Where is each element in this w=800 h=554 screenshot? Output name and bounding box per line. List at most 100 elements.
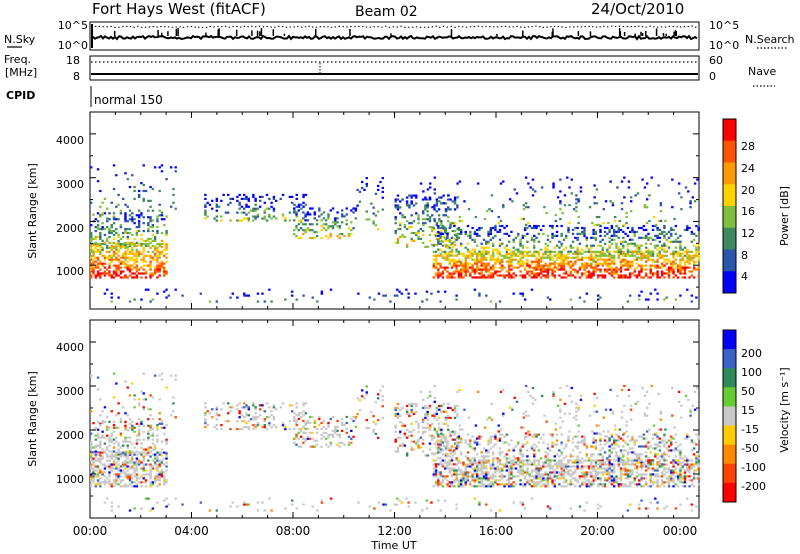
power-cell <box>92 243 95 246</box>
power-cell <box>115 252 118 255</box>
velocity-cell <box>133 426 136 429</box>
velocity-cell <box>151 428 155 431</box>
power-cell <box>92 262 95 265</box>
velocity-cell <box>617 477 620 480</box>
power-cell <box>667 272 671 275</box>
power-cell <box>579 186 583 189</box>
power-cell <box>149 226 152 229</box>
power-cell <box>638 274 641 277</box>
power-cell <box>247 205 250 208</box>
velocity-cell <box>663 485 666 488</box>
power-cell <box>624 258 627 261</box>
power-cell <box>549 250 552 253</box>
velocity-cell <box>590 471 593 474</box>
power-cell <box>158 268 161 271</box>
velocity-cell <box>578 477 582 480</box>
velocity-cell <box>90 485 93 488</box>
velocity-cell <box>683 479 687 482</box>
power-cell <box>633 230 636 234</box>
velocity-cell <box>656 483 659 486</box>
power-colorbar-swatch <box>723 271 736 294</box>
velocity-cell <box>142 469 145 472</box>
velocity-cell <box>437 477 440 480</box>
velocity-cell <box>327 425 330 428</box>
power-cell <box>311 236 314 240</box>
power-cell <box>560 244 563 247</box>
power-cell <box>211 199 214 202</box>
power-cell <box>489 258 493 261</box>
power-cell <box>480 272 483 275</box>
power-cell <box>128 266 132 269</box>
power-cell <box>142 250 145 253</box>
power-cell <box>571 268 575 271</box>
velocity-cell <box>131 477 134 480</box>
velocity-cell <box>644 481 648 484</box>
power-cell <box>428 239 432 243</box>
velocity-cell <box>117 457 120 460</box>
power-cell <box>297 229 300 232</box>
power-cell <box>697 226 700 230</box>
velocity-cell <box>528 479 531 482</box>
power-cell <box>681 272 684 275</box>
power-cell <box>149 216 152 219</box>
velocity-cell <box>528 459 531 462</box>
velocity-cell <box>471 479 474 482</box>
power-cell <box>443 250 447 253</box>
velocity-cell <box>254 412 257 415</box>
power-cell <box>554 219 558 223</box>
velocity-cell <box>533 481 536 484</box>
power-cell <box>247 294 250 297</box>
power-cell <box>444 208 448 211</box>
velocity-cell <box>649 485 652 488</box>
velocity-cell <box>394 424 397 427</box>
velocity-cell <box>539 465 543 468</box>
power-cell <box>593 184 596 187</box>
velocity-cell <box>151 481 155 484</box>
power-cell <box>649 292 652 295</box>
velocity-cell <box>135 483 139 486</box>
velocity-cell <box>137 481 141 484</box>
power-cell <box>656 274 659 277</box>
velocity-cell <box>608 475 611 478</box>
velocity-cell <box>156 463 159 466</box>
velocity-cell <box>381 417 384 420</box>
velocity-cell <box>399 444 402 447</box>
power-cell <box>160 164 164 167</box>
power-cell <box>424 204 427 207</box>
power-cell <box>90 239 93 243</box>
power-cell <box>108 212 111 215</box>
power-cell <box>628 242 632 245</box>
velocity-cell <box>498 483 502 486</box>
power-cell <box>526 264 529 267</box>
velocity-cell <box>539 481 543 484</box>
power-cell <box>453 276 456 279</box>
power-cell <box>601 276 604 279</box>
power-cell <box>511 200 514 203</box>
power-cell <box>149 256 152 259</box>
power-cell <box>577 198 580 201</box>
velocity-cell <box>131 467 134 470</box>
power-cell <box>412 194 416 197</box>
velocity-cell <box>482 473 486 476</box>
power-cell <box>473 288 477 291</box>
power-cell <box>131 216 134 219</box>
power-cell <box>115 274 118 277</box>
velocity-cell <box>603 471 607 474</box>
power-cell <box>674 258 678 261</box>
power-cell <box>583 226 586 230</box>
velocity-cell <box>544 473 547 476</box>
power-cell <box>528 250 531 253</box>
velocity-cell <box>94 444 97 447</box>
power-cell <box>396 288 399 291</box>
power-cell <box>505 224 509 228</box>
power-cell <box>612 270 616 273</box>
velocity-cell <box>555 477 559 480</box>
power-cell <box>485 246 488 249</box>
power-cell <box>144 260 148 263</box>
power-cell <box>156 250 159 253</box>
velocity-cell <box>153 475 157 478</box>
power-cell <box>517 254 520 257</box>
power-cell <box>690 240 694 243</box>
power-cell <box>432 266 435 269</box>
velocity-cell <box>415 402 418 406</box>
